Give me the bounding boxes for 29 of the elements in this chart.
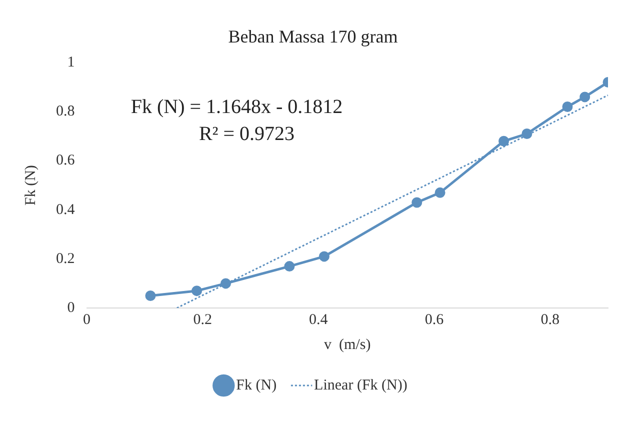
y-tick-label: 0.2 (56, 250, 75, 267)
x-tick-label: 0.4 (309, 312, 328, 328)
point (522, 128, 532, 140)
y-tick-label: 0 (67, 300, 75, 316)
point (284, 261, 295, 272)
point (434, 187, 446, 198)
y-tick-label: 0.6 (56, 152, 76, 169)
y-tick-label: 1 (67, 54, 75, 71)
legend-label: Linear (Fk (N)) (314, 377, 408, 394)
point (145, 290, 156, 301)
point (562, 102, 573, 112)
point (192, 286, 202, 296)
y-tick-label: 0.8 (56, 104, 75, 120)
legend-label: Fk (N) (236, 377, 277, 394)
chart-title: Beban Massa 170 gram (228, 26, 398, 47)
point (498, 136, 509, 146)
annotation: R² = 0.9723 (198, 122, 295, 145)
x-tick-label: 0.6 (424, 312, 444, 328)
x-axis-title: v (m/s) (324, 336, 371, 353)
point (580, 92, 590, 102)
x-tick-label: 0 (83, 312, 90, 328)
x-tick-label: 0.2 (193, 312, 212, 328)
annotation: Fk (N) = 1.1648x - 0.1812 (130, 96, 343, 118)
x-tick-label: 0.8 (540, 312, 560, 328)
y-tick-label: 0.4 (56, 202, 76, 218)
y-axis-title: Fk (N) (22, 165, 39, 206)
point (318, 251, 330, 262)
point (412, 197, 422, 208)
point (220, 278, 231, 289)
